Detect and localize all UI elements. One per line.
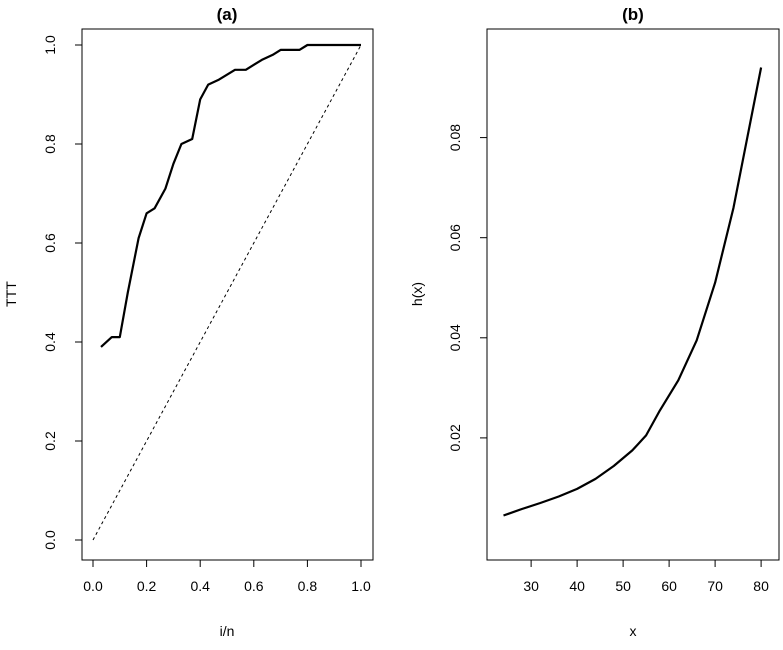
x-tick-label: 0.8 [298,578,318,594]
x-tick-label: 1.0 [351,578,371,594]
panel-b-plot-frame [486,28,780,561]
y-tick-label: 0.8 [42,134,58,154]
x-tick-label: 40 [569,578,585,594]
panel-a-title: (a) [217,5,238,24]
y-tick-label: 0.0 [42,530,58,550]
y-tick-label: 1.0 [42,35,58,55]
panel-b-title: (b) [622,5,644,24]
y-tick-label: 0.04 [447,324,463,351]
y-tick-label: 0.2 [42,431,58,451]
y-tick-label: 0.02 [447,424,463,451]
panel-b: (b) 30 40 50 60 70 80 0.02 0.04 0.06 0.08 x h(x) [409,5,780,639]
series-line [100,43,361,348]
series-line [503,67,763,517]
panel-b-x-axis-label: x [630,623,637,639]
x-tick-label: 0.2 [137,578,157,594]
panel-b-y-axis-label: h(x) [409,282,425,306]
y-tick-label: 0.08 [447,124,463,151]
x-tick-label: 70 [707,578,723,594]
y-tick-label: 0.4 [42,332,58,352]
panel-b-x-axis: 30 40 50 60 70 80 [523,559,769,594]
x-tick-label: 0.0 [83,578,103,594]
panel-a-y-axis: 0.0 0.2 0.4 0.6 0.8 1.0 [42,35,83,550]
panel-b-y-axis: 0.02 0.04 0.06 0.08 [447,124,488,452]
panel-a-x-axis-label: i/n [220,623,235,639]
panel-a-y-axis-label: TTT [3,281,19,307]
y-tick-label: 0.6 [42,233,58,253]
diagonal-reference-line [92,44,362,541]
x-tick-label: 0.6 [244,578,264,594]
y-tick-label: 0.06 [447,224,463,251]
panel-a-x-axis: 0.0 0.2 0.4 0.6 0.8 1.0 [83,559,371,594]
panel-a-series [92,43,362,541]
x-tick-label: 30 [523,578,539,594]
panel-b-series [503,67,763,517]
x-tick-label: 60 [661,578,677,594]
x-tick-label: 50 [615,578,631,594]
x-tick-label: 80 [753,578,769,594]
x-tick-label: 0.4 [190,578,210,594]
panel-a: (a) 0.0 0.2 0.4 0.6 0.8 1.0 0.0 0.2 0.4 0.6 0.8 1.… [3,5,374,639]
